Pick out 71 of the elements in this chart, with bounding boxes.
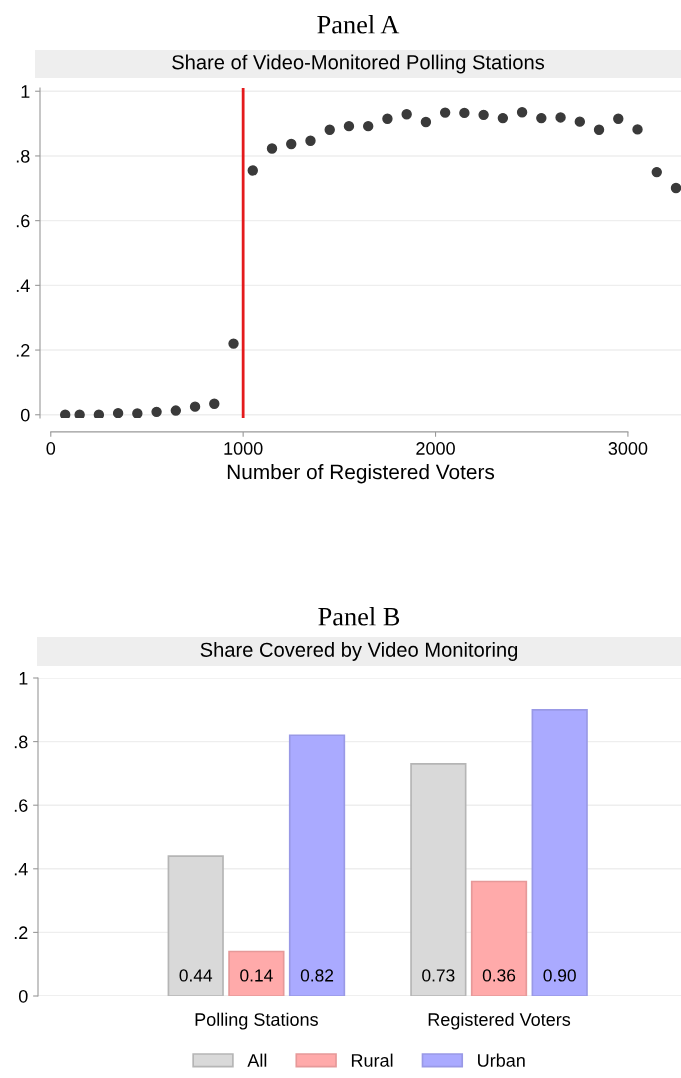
chart-title: Panel B xyxy=(318,607,400,626)
point xyxy=(151,406,162,418)
point xyxy=(132,408,143,418)
x-tick-label: 0 xyxy=(46,442,56,455)
point xyxy=(305,135,316,146)
x-axis-title: Number of Registered Voters xyxy=(227,464,495,484)
x-tick-label: 2000 xyxy=(416,442,455,455)
chart-title: Panel A xyxy=(317,15,400,34)
bar xyxy=(410,763,467,996)
bar xyxy=(470,880,528,996)
data-label: 0.90 xyxy=(543,969,576,982)
y-tick-label: 1 xyxy=(19,672,28,685)
point xyxy=(382,113,393,124)
x-tick-label: Registered Voters xyxy=(428,1012,571,1030)
y-tick-label: .8 xyxy=(14,735,28,749)
data-label: 0.36 xyxy=(482,969,516,982)
point xyxy=(60,409,71,418)
point xyxy=(516,107,528,118)
point xyxy=(670,182,681,194)
y-tick-label: 1 xyxy=(21,85,30,98)
data-label: 0.82 xyxy=(300,969,334,982)
point xyxy=(401,109,412,120)
point xyxy=(324,124,335,135)
x-tick-label: Polling Stations xyxy=(195,1012,318,1030)
point xyxy=(93,409,105,418)
point xyxy=(632,124,643,135)
point xyxy=(593,124,605,135)
point xyxy=(189,401,201,412)
point xyxy=(112,407,124,418)
chart-subtitle: Share of Video-Monitored Polling Stations xyxy=(172,54,545,74)
data-label: 0.14 xyxy=(240,969,273,982)
point xyxy=(459,107,470,119)
point xyxy=(613,113,624,124)
legend-label: Urban xyxy=(478,1053,525,1067)
y-tick-label: .8 xyxy=(16,149,30,163)
point xyxy=(362,120,374,132)
point xyxy=(651,166,662,178)
y-tick-label: .2 xyxy=(14,926,28,939)
point xyxy=(286,138,297,150)
point xyxy=(439,107,451,118)
y-tick-label: 0 xyxy=(20,408,30,422)
y-tick-label: 0 xyxy=(18,989,28,1003)
point xyxy=(247,165,258,176)
point xyxy=(497,112,509,124)
y-tick-label: .6 xyxy=(14,799,28,812)
point xyxy=(228,338,239,349)
point xyxy=(420,116,432,128)
point xyxy=(74,409,85,418)
y-tick-label: .4 xyxy=(16,279,30,292)
bar xyxy=(531,708,588,996)
point xyxy=(478,109,489,121)
data-label: 0.44 xyxy=(179,969,213,982)
point xyxy=(209,398,220,409)
point xyxy=(574,116,586,127)
point xyxy=(343,120,355,132)
point xyxy=(266,143,278,154)
x-tick-label: 1000 xyxy=(224,442,263,455)
point xyxy=(536,112,547,124)
y-tick-label: .2 xyxy=(16,343,30,357)
point xyxy=(555,112,566,123)
legend-label: All xyxy=(247,1053,267,1067)
bar xyxy=(288,734,346,996)
chart-subtitle: Share Covered by Video Monitoring xyxy=(200,642,518,661)
legend-label: Rural xyxy=(351,1053,393,1067)
point xyxy=(170,405,182,416)
x-tick-label: 3000 xyxy=(608,442,648,455)
bar xyxy=(228,950,285,996)
y-tick-label: .6 xyxy=(16,214,30,228)
data-label: 0.73 xyxy=(422,969,455,982)
bar xyxy=(167,855,224,996)
y-tick-label: .4 xyxy=(14,862,28,876)
